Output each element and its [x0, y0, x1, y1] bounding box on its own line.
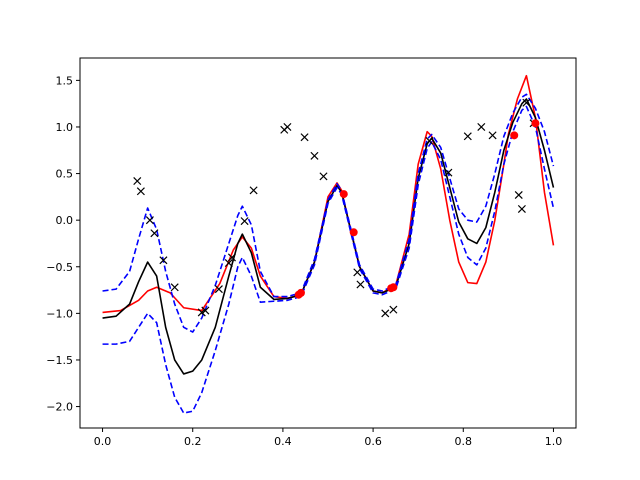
data-point-x-marker	[522, 98, 531, 107]
y-tick-label: −1.5	[46, 354, 73, 367]
data-point-x-marker	[319, 172, 328, 181]
x-tick-label: 0.4	[274, 435, 292, 448]
data-point-x-marker	[150, 229, 159, 238]
plot-content	[102, 74, 555, 414]
data-point-x-marker	[224, 259, 233, 268]
data-point-x-marker	[514, 190, 523, 200]
axes: 0.0 0.2 0.4 0.6 0.8 1.0 −2.0 −1.5 −1.0 −0.5 0.0 0.5…	[46, 57, 577, 448]
data-point-x-marker	[463, 132, 472, 141]
series-line-3	[102, 93, 555, 333]
x-tick-label: 0.8	[455, 435, 473, 448]
data-point-x-marker	[170, 283, 179, 292]
data-point-x-marker	[159, 256, 168, 265]
data-point-x-marker	[214, 285, 223, 294]
data-point-circle-marker	[339, 190, 348, 199]
data-point-x-marker	[353, 268, 362, 277]
plot-area	[102, 74, 555, 414]
x-tick-label: 0.6	[364, 435, 382, 448]
data-point-x-marker	[300, 133, 309, 142]
data-point-circle-marker	[510, 131, 519, 140]
x-tick-label: 0.2	[184, 435, 202, 448]
data-point-x-marker	[145, 216, 154, 225]
x-tick-label: 1.0	[545, 435, 563, 448]
data-point-x-marker	[356, 280, 365, 289]
x-tick-label: 0.0	[94, 435, 112, 448]
data-point-x-marker	[240, 217, 249, 226]
y-tick-label: 0.5	[56, 168, 74, 181]
data-point-x-marker	[201, 306, 210, 315]
data-point-x-marker	[444, 168, 453, 177]
axes-frame	[79, 57, 577, 429]
y-tick-label: 1.5	[56, 74, 74, 87]
data-point-x-marker	[310, 151, 319, 160]
data-point-x-marker	[283, 122, 292, 131]
y-tick-label: −1.0	[46, 307, 73, 320]
data-point-x-marker	[488, 131, 497, 140]
data-point-x-marker	[249, 186, 258, 195]
y-tick-label: 1.0	[56, 121, 74, 134]
y-tick-label: −2.0	[46, 401, 73, 414]
data-point-x-marker	[136, 187, 145, 196]
data-point-circle-marker	[296, 288, 305, 297]
data-point-x-marker	[477, 122, 486, 131]
data-point-circle-marker	[531, 119, 540, 128]
data-point-circle-marker	[389, 283, 398, 292]
data-point-x-marker	[133, 176, 142, 186]
data-point-x-marker	[227, 253, 236, 262]
data-point-x-marker	[425, 136, 434, 145]
data-point-x-marker	[389, 305, 398, 314]
data-point-circle-marker	[349, 228, 358, 237]
data-point-x-marker	[517, 204, 526, 214]
data-point-x-marker	[381, 309, 390, 318]
y-tick-label: −0.5	[46, 261, 73, 274]
y-tick-label: 0.0	[56, 214, 74, 227]
